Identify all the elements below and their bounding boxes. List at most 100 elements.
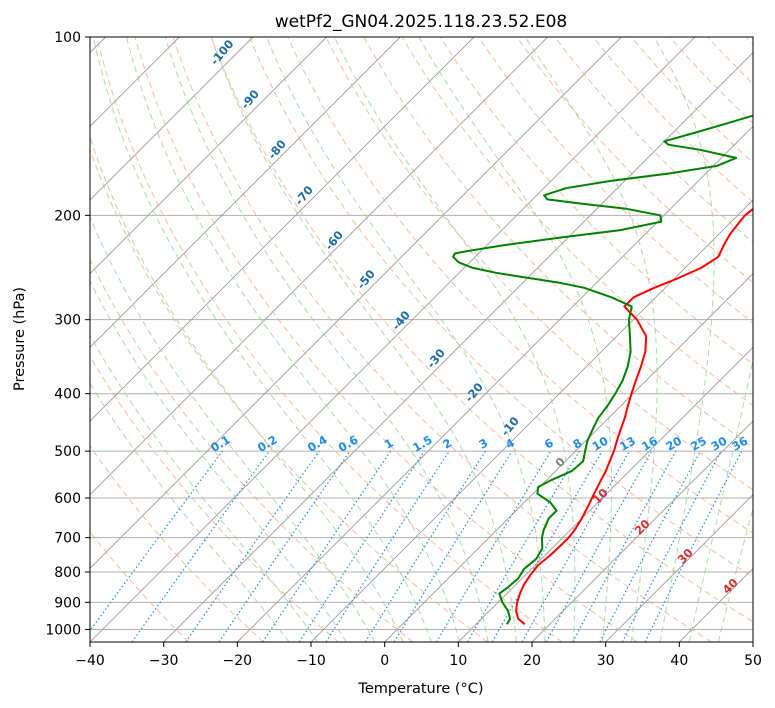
mixing-ratio-label: 16	[639, 434, 660, 454]
dry-adiabat-label: -100	[207, 37, 236, 68]
mixing-ratio-line	[545, 450, 653, 642]
moist-adiabat-line	[126, 37, 461, 642]
dry-adiabat-line	[134, 37, 638, 642]
y-tick-label: 500	[54, 444, 81, 460]
isotherm-line	[384, 273, 753, 642]
isotherm-line	[458, 346, 753, 642]
moist-adiabat-label: 10	[590, 486, 611, 507]
moist-adiabat-line	[653, 37, 715, 642]
moist-adiabat-line	[418, 37, 613, 642]
moist-adiabat-line	[90, 334, 319, 642]
dewpoint-line	[452, 114, 753, 625]
mixing-ratio-label: 25	[688, 434, 709, 454]
dry-adiabat-label: -60	[322, 228, 346, 253]
mixing-ratio-line	[393, 450, 513, 642]
dry-adiabat-line	[516, 37, 753, 284]
isotherm-line	[310, 199, 753, 642]
mixing-ratio-label: 36	[729, 434, 750, 454]
mixing-ratio-line	[572, 450, 677, 642]
x-tick-label: 30	[597, 653, 615, 669]
x-tick-label: −30	[149, 653, 179, 669]
y-tick-label: 400	[54, 387, 81, 403]
dry-adiabat-line	[90, 355, 339, 642]
mixing-ratio-line	[325, 450, 450, 642]
dry-adiabat-label: -20	[462, 380, 486, 405]
mixing-ratio-label: 20	[663, 434, 684, 454]
dry-adiabat-line	[439, 37, 753, 365]
moist-adiabat-label: 40	[720, 576, 741, 597]
mixing-ratio-line	[218, 450, 351, 642]
mixing-ratio-label: 6	[542, 436, 556, 452]
y-tick-label: 300	[54, 313, 81, 329]
x-tick-label: −20	[223, 653, 253, 669]
x-axis-title: Temperature (°C)	[357, 681, 483, 697]
mixing-ratio-line	[644, 450, 743, 642]
isotherm-line	[90, 37, 475, 422]
y-tick-label: 1000	[45, 622, 81, 638]
temperature-line	[515, 207, 753, 625]
mixing-ratio-line	[185, 450, 320, 642]
mixing-ratio-line	[298, 450, 425, 642]
dry-adiabat-line	[172, 37, 712, 642]
mixing-ratio-line	[521, 450, 631, 642]
y-tick-label: 700	[54, 531, 81, 547]
isotherm-line	[90, 37, 401, 348]
x-tick-label: 20	[523, 653, 541, 669]
isotherm-line	[90, 37, 254, 201]
chart-title: wetPf2_GN04.2025.118.23.52.E08	[275, 12, 567, 32]
isotherm-line	[237, 125, 753, 642]
dry-adiabat-label: -50	[354, 267, 378, 292]
dry-adiabat-line	[90, 531, 190, 642]
dry-adiabat-line	[210, 37, 753, 623]
dry-adiabat-line	[287, 37, 753, 534]
moist-adiabat-line	[90, 382, 290, 642]
moist-adiabat-line	[90, 215, 376, 642]
isotherm-line	[163, 52, 753, 642]
y-axis-title: Pressure (hPa)	[12, 287, 28, 391]
mixing-ratio-line	[262, 450, 392, 642]
isotherm-line	[531, 420, 753, 642]
moist-adiabat-line	[266, 37, 546, 642]
y-tick-label: 200	[54, 208, 81, 224]
mixing-ratio-line	[131, 450, 270, 642]
y-tick-label: 900	[54, 595, 81, 611]
dry-adiabat-label: -40	[389, 308, 413, 333]
mixing-ratio-label: 8	[570, 436, 584, 452]
x-tick-label: 0	[380, 653, 389, 669]
dry-adiabat-line	[90, 445, 264, 642]
mixing-ratio-label: 3	[476, 436, 490, 452]
moist-adiabat-line	[333, 37, 576, 642]
x-tick-label: −40	[75, 653, 105, 669]
y-tick-label: 800	[54, 565, 81, 581]
isotherm-line	[679, 567, 753, 642]
moist-adiabat-line	[688, 358, 753, 642]
mixing-ratio-line	[90, 450, 223, 632]
moist-adiabat-line	[524, 37, 658, 642]
dry-adiabat-line	[249, 37, 753, 578]
moist-adiabat-line	[717, 506, 753, 642]
isotherm-line	[605, 494, 753, 642]
moist-adiabat-label: 20	[632, 517, 653, 538]
mixing-ratio-line	[435, 450, 552, 642]
dry-adiabat-line	[96, 37, 563, 642]
plot-frame	[89, 36, 754, 643]
x-tick-label: −10	[296, 653, 326, 669]
x-tick-label: 10	[449, 653, 467, 669]
isotherm-line	[90, 37, 696, 642]
moist-adiabat-line	[90, 135, 404, 642]
dry-adiabat-line	[325, 37, 753, 491]
mixing-ratio-label: 2	[440, 436, 454, 452]
y-tick-label: 600	[54, 491, 81, 507]
mixing-ratio-label: 10	[590, 434, 611, 454]
dry-adiabat-line	[478, 37, 753, 324]
y-tick-label: 100	[54, 30, 81, 46]
isotherm-line	[90, 37, 548, 496]
dry-adiabat-label: -80	[265, 137, 289, 162]
x-tick-label: 50	[744, 653, 762, 669]
x-tick-label: 40	[670, 653, 688, 669]
isotherm-line	[90, 37, 622, 569]
dry-adiabat-line	[745, 37, 753, 46]
moist-adiabat-line	[92, 37, 432, 642]
dry-adiabat-line	[90, 148, 488, 642]
